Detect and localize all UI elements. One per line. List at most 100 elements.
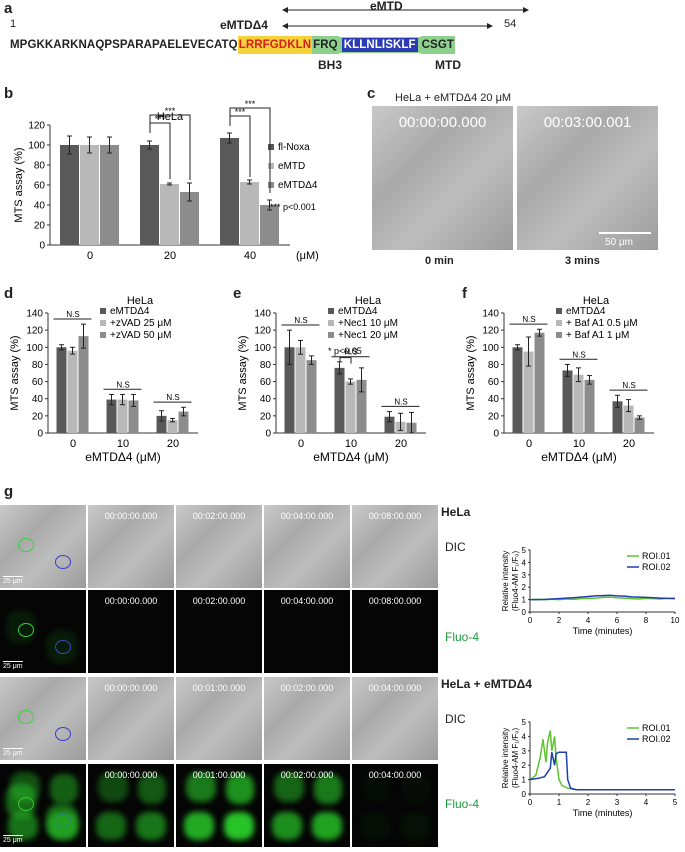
hela-dic-frame-3: 00:04:00.000: [264, 505, 350, 588]
y-tick-label: 0: [522, 608, 527, 617]
scale-bar-label: 25 μm: [3, 748, 23, 757]
timestamp: 00:08:00.000: [368, 511, 422, 521]
legend-swatch: [328, 332, 334, 338]
legend-entry: eMTD: [278, 161, 305, 172]
x-tick-label: 0: [87, 250, 93, 262]
cell-signal: [138, 774, 166, 804]
timestamp: 00:02:00.000: [192, 511, 246, 521]
x-tick-label: 10: [671, 616, 680, 625]
bar-1-1: [117, 399, 128, 433]
bar-0-1: [562, 370, 573, 433]
y-tick-label: 20: [34, 221, 46, 232]
significance-bracket: [149, 114, 191, 180]
hela-fluo-frame-3: 00:04:00.000: [264, 590, 350, 673]
legend-entry: +zVAD 50 μM: [110, 330, 171, 341]
emtd-dic-frame-4: 00:04:00.000: [352, 677, 438, 760]
x-tick-label: 1: [557, 798, 562, 807]
chart-title: HeLa: [355, 295, 382, 307]
panel-f-label: f: [462, 285, 467, 302]
bar-2-0: [534, 332, 545, 433]
chart-f: 0 20 40 60 80 100 120 140 MTS assay (%) HeLa 0 10 20…: [465, 295, 654, 464]
y-tick-label: 0: [37, 429, 43, 440]
seq-mtd: KLLNLISKLF: [341, 38, 418, 52]
hela-dic-frame-1: 00:00:00.000: [88, 505, 174, 588]
bar-2-0: [306, 360, 317, 433]
x-tick-label: 2: [586, 798, 591, 807]
ns-label: N.S: [344, 348, 357, 357]
bar-1-2: [240, 182, 259, 245]
y-tick-label: 60: [488, 377, 500, 388]
emtd-fluo-frame-1: 00:00:00.000: [88, 764, 174, 847]
y-tick-label: 1: [522, 776, 527, 785]
bar-2-0: [100, 145, 119, 245]
significance-bracket: [229, 115, 251, 177]
y-tick-label: 5: [522, 546, 527, 555]
ns-label: N.S: [66, 310, 79, 319]
legend-entry: eMTDΔ4: [338, 306, 378, 317]
ns-label: N.S: [522, 315, 535, 324]
bar-0-2: [156, 415, 167, 433]
cell-signal: [272, 812, 302, 840]
emtd-fluo-frame-0: 25 μm: [0, 764, 86, 847]
legend-swatch: [556, 332, 562, 338]
x-tick-label: 5: [673, 798, 678, 807]
panel-g-label: g: [4, 483, 14, 500]
significance-stars: ***: [165, 106, 176, 116]
y-axis-label-2: (Fluo4-AM F₁/F₀): [511, 728, 520, 789]
bh3-label: BH3: [318, 58, 343, 72]
hela-fluo-frame-1: 00:00:00.000: [88, 590, 174, 673]
y-tick-label: 3: [522, 747, 527, 756]
x-tick-label: 10: [345, 438, 357, 450]
x-tick-label: 4: [586, 616, 591, 625]
roi1-circle: [18, 538, 34, 552]
y-tick-label: 100: [482, 343, 499, 354]
timestamp: 00:02:00.000: [280, 683, 334, 693]
timestamp: 00:08:00.000: [368, 596, 422, 606]
panel-c-label: c: [367, 85, 376, 102]
bar-2-1: [128, 400, 139, 433]
scale-bar-label: 25 μm: [3, 576, 23, 585]
roi1-circle: [18, 710, 34, 724]
legend-entry: +Nec1 10 μM: [338, 318, 398, 329]
cell-signal: [186, 772, 216, 802]
panel-c-scale: 50 μm: [605, 237, 633, 248]
timestamp: 00:04:00.000: [368, 770, 422, 780]
legend-swatch: [100, 320, 106, 326]
x-tick-label: 0: [526, 438, 532, 450]
y-tick-label: 0: [265, 429, 271, 440]
panel-c-ts-2: 00:03:00.001: [543, 114, 632, 131]
seq-end: CSGT: [420, 36, 455, 54]
significance-stars: ***: [245, 99, 256, 109]
panel-d-label: d: [4, 285, 14, 302]
legend-entry: eMTDΔ4: [278, 180, 318, 191]
y-tick-label: 100: [254, 343, 271, 354]
roi2-circle: [55, 727, 71, 741]
y-axis-label: MTS assay (%): [13, 147, 25, 222]
emtd-dic-frame-0: 25 μm: [0, 677, 86, 760]
legend-entry: +zVAD 25 μM: [110, 318, 171, 329]
emtd-dic-frame-2: 00:01:00.000: [176, 677, 262, 760]
series-line-1: [530, 594, 676, 601]
bar-0-1: [334, 367, 345, 433]
y-tick-label: 40: [488, 394, 500, 405]
legend-entry: eMTDΔ4: [110, 306, 150, 317]
y-tick-label: 4: [522, 558, 527, 567]
scale-bar: [599, 232, 651, 234]
x-tick-label: 20: [623, 438, 635, 450]
significance-stars: ***: [155, 114, 166, 124]
roi1-circle: [18, 623, 34, 637]
emtd-d4-label: eMTDΔ4: [220, 18, 268, 32]
y-tick-label: 60: [32, 377, 44, 388]
legend-swatch: [328, 320, 334, 326]
bar-2-0: [78, 336, 89, 433]
legend-entry: + Baf A1 0.5 μM: [566, 318, 638, 329]
x-tick-label: 0: [528, 616, 533, 625]
cell-signal: [402, 774, 430, 804]
cell-signal: [314, 774, 342, 804]
bar-1-0: [67, 350, 78, 433]
ns-label: N.S: [166, 393, 179, 402]
bar-2-1: [584, 379, 595, 433]
panel-a-label: a: [4, 0, 13, 17]
cell-signal: [274, 772, 304, 802]
cell-signal: [312, 812, 342, 840]
